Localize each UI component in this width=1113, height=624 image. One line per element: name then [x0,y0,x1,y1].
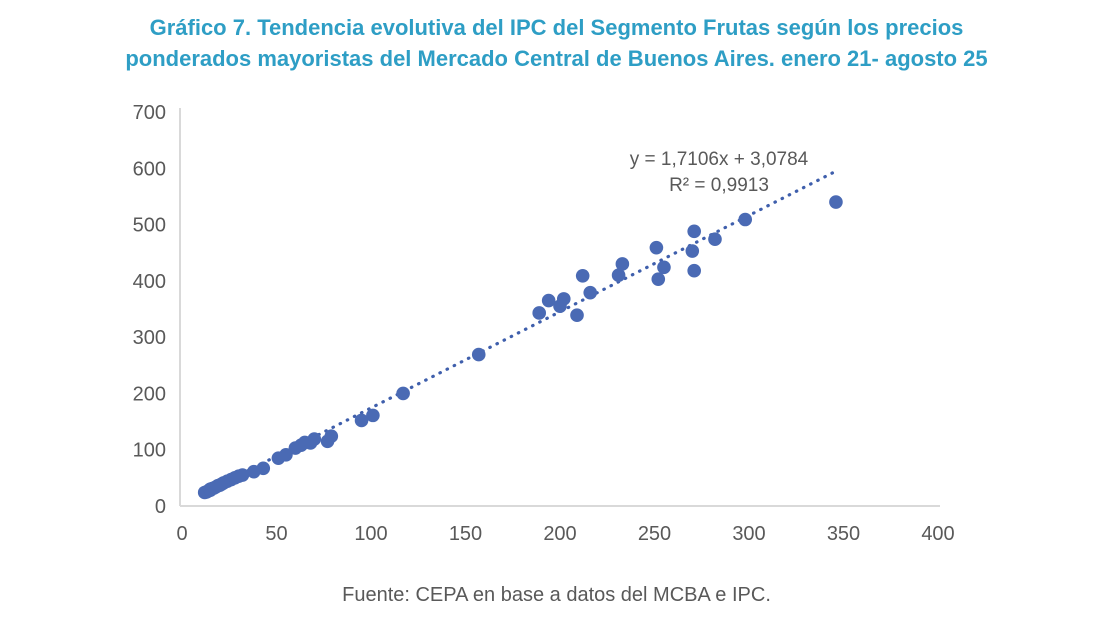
y-tick-label: 200 [133,383,166,405]
scatter-point [615,257,630,271]
x-tick-label: 250 [638,523,671,545]
scatter-point [738,212,753,227]
scatter-point [570,308,584,322]
x-tick-label: 50 [265,523,287,545]
scatter-point [256,461,271,476]
x-tick-label: 350 [827,523,860,545]
scatter-point [708,232,722,247]
scatter-point [532,306,547,320]
y-tick-label: 100 [133,440,166,462]
chart-title: Gráfico 7. Tendencia evolutiva del IPC d… [0,12,1113,74]
scatter-point [279,447,293,462]
trendline-r-squared-label: R² = 0,9913 [669,175,769,196]
scatter-point [324,429,339,444]
y-tick-label: 600 [133,158,166,180]
scatter-point [471,347,486,362]
x-axis-tick-labels: 0 50 100 150 200 250 300 350 400 [176,523,954,545]
scatter-point [611,268,626,283]
scatter-point [366,408,380,423]
x-tick-label: 100 [354,523,387,545]
y-tick-label: 700 [133,102,166,124]
trendline-equation-label: y = 1,7106x + 3,0784 [630,149,809,170]
source-note: Fuente: CEPA en base a datos del MCBA e … [342,584,771,606]
scatter-point [829,195,843,209]
scatter-point [687,224,701,239]
x-tick-label: 400 [921,523,954,545]
x-tick-label: 150 [449,523,482,545]
x-tick-label: 0 [176,523,187,545]
chart-title-line1: Gráfico 7. Tendencia evolutiva del IPC d… [149,15,964,40]
y-tick-label: 500 [133,215,166,237]
scatter-point [583,285,598,300]
scatter-point [657,260,671,275]
scatter-point [687,263,701,278]
scatter-point [649,240,664,255]
scatter-point [651,272,666,286]
y-tick-label: 0 [155,496,166,518]
scatter-point [541,293,556,308]
scatter-point [307,432,322,446]
chart-title-line2: ponderados mayoristas del Mercado Centra… [125,46,988,71]
scatter-point [685,244,700,258]
scatter-point [556,292,571,306]
x-tick-label: 300 [732,523,765,545]
scatter-point [575,268,590,283]
y-axis-tick-labels: 0 100 200 300 400 500 600 700 [133,102,166,518]
scatter-points [197,195,843,500]
scatter-point [354,413,369,428]
x-tick-label: 200 [543,523,576,545]
y-tick-label: 300 [133,327,166,349]
scatter-point [396,386,410,401]
y-tick-label: 400 [133,271,166,293]
scatter-point [235,468,250,482]
